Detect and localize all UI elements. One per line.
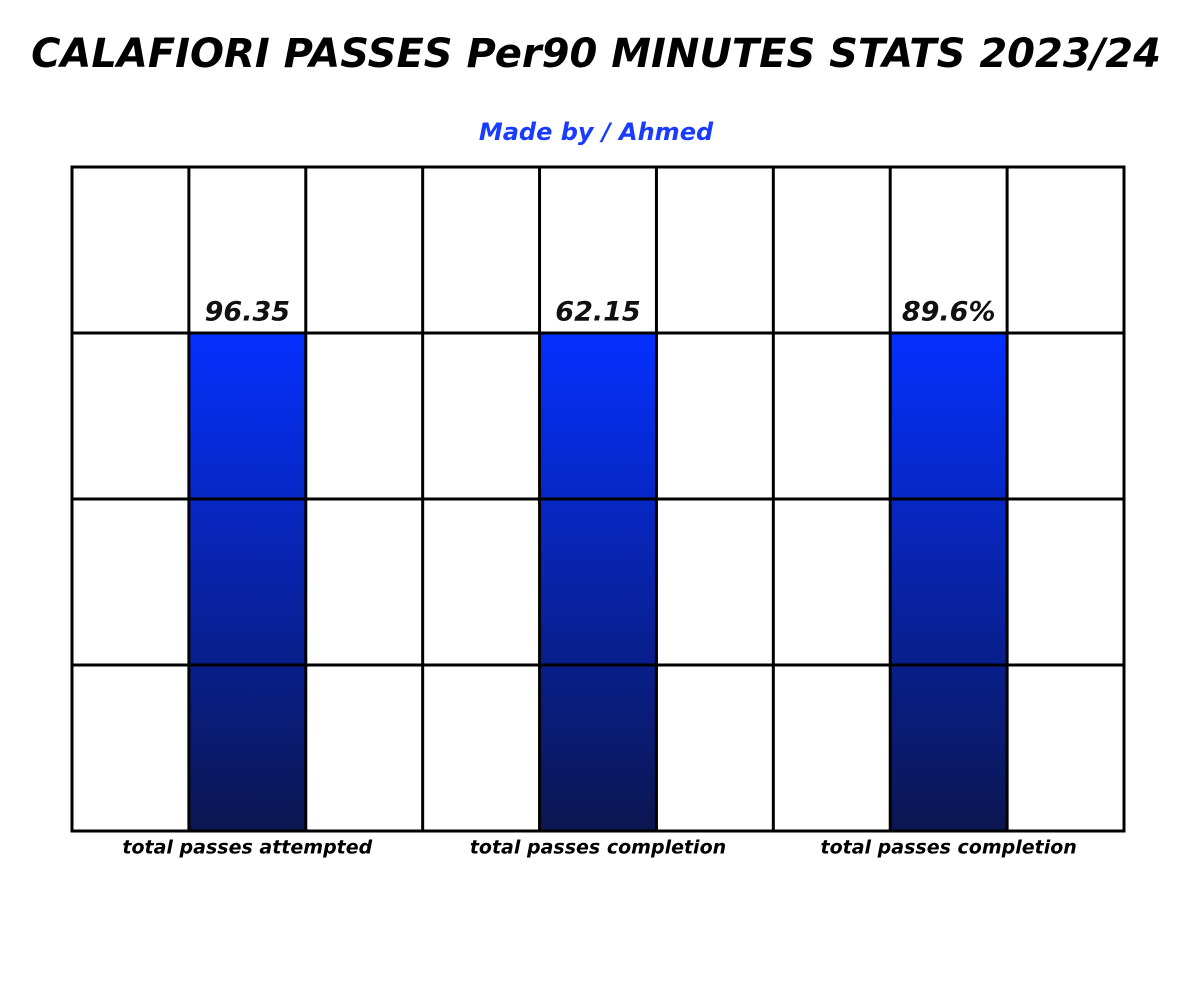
category-label: total passes completion bbox=[821, 837, 1077, 859]
value-label: 89.6% bbox=[902, 297, 996, 328]
category-label: total passes attempted bbox=[122, 837, 372, 859]
value-label: 62.15 bbox=[555, 297, 640, 328]
subtitle: Made by / Ahmed bbox=[479, 118, 714, 146]
bar bbox=[539, 333, 657, 831]
title: CALAFIORI PASSES Per90 MINUTES STATS 202… bbox=[31, 31, 1161, 77]
bar bbox=[188, 333, 306, 831]
category-label: total passes completion bbox=[470, 837, 726, 859]
bar bbox=[890, 333, 1008, 831]
value-label: 96.35 bbox=[205, 297, 290, 328]
grid-border bbox=[70, 165, 1126, 833]
